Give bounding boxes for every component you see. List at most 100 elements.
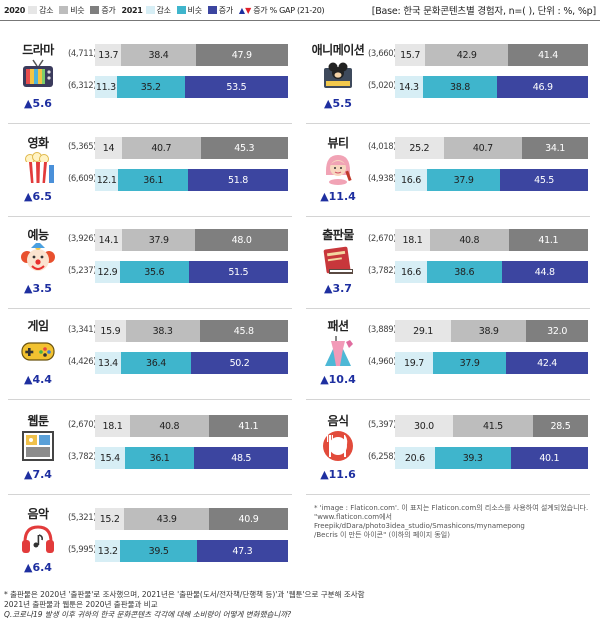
row-divider — [8, 123, 292, 124]
bar-segment-similar-2021: 36.4 — [120, 352, 192, 374]
stacked-bar-2021: 11.3 35.2 53.5 — [95, 76, 288, 98]
gap-value: ▲4.4 — [24, 373, 52, 386]
sample-size-2020: (4,018) — [368, 142, 397, 152]
food-icon — [320, 429, 356, 463]
footnote-line-2: 2021년 출판물과 웹툰은 2020년 출판물과 비교 — [4, 600, 158, 609]
row-divider — [306, 216, 590, 217]
source-note-line-2: "www.flaticon.com에서 Freepik/dDara/photo3… — [314, 513, 525, 530]
sample-size-2021: (4,426) — [68, 357, 97, 367]
bar-segment-increase-2020: 28.5 — [532, 415, 588, 437]
row-divider — [306, 123, 590, 124]
gamepad-icon — [20, 334, 56, 368]
legend-similar-2021: 비슷 — [187, 5, 202, 15]
sample-size-2021: (3,782) — [68, 452, 97, 462]
bar-segment-increase-2021: 50.2 — [191, 352, 288, 374]
bar-segment-similar-2020: 40.7 — [443, 137, 523, 159]
bar-segment-similar-2020: 37.9 — [122, 229, 196, 251]
bar-segment-increase-2021: 42.4 — [506, 352, 588, 374]
animation-character-icon — [320, 58, 356, 92]
stacked-bar-2020: 13.7 38.4 47.9 — [95, 44, 288, 66]
sample-size-2021: (6,258) — [368, 452, 397, 462]
sample-size-2020: (3,889) — [368, 325, 397, 335]
bar-segment-similar-2020: 43.9 — [124, 508, 210, 530]
row-divider — [8, 216, 292, 217]
book-icon — [320, 243, 356, 277]
bar-segment-increase-2020: 40.9 — [209, 508, 288, 530]
webtoon-icon — [20, 429, 56, 463]
sample-size-2021: (5,995) — [68, 545, 97, 555]
stacked-bar-2020: 14.1 37.9 48.0 — [95, 229, 288, 251]
bar-segment-decrease-2021: 16.6 — [395, 169, 428, 191]
bar-segment-decrease-2020: 15.7 — [395, 44, 426, 66]
category-label: 게임 — [27, 319, 49, 333]
legend-swatch-increase-2020 — [90, 6, 100, 14]
row-divider — [306, 308, 590, 309]
stacked-bar-2020: 15.7 42.9 41.4 — [395, 44, 588, 66]
stacked-bar-2020: 18.1 40.8 41.1 — [395, 229, 588, 251]
bar-segment-decrease-2021: 20.6 — [395, 447, 435, 469]
sample-size-2020: (5,365) — [68, 142, 97, 152]
bar-segment-decrease-2021: 16.6 — [395, 261, 428, 283]
stacked-bar-2020: 25.2 40.7 34.1 — [395, 137, 588, 159]
gap-value: ▲7.4 — [24, 468, 52, 481]
stacked-bar-2021: 13.2 39.5 47.3 — [95, 540, 288, 562]
stacked-bar-2020: 14 40.7 45.3 — [95, 137, 288, 159]
bar-segment-similar-2021: 35.6 — [119, 261, 189, 283]
bar-segment-decrease-2021: 14.3 — [395, 76, 423, 98]
legend: 2020 감소 비슷 증가 2021 감소 비슷 증가 ▲ ▼ 증가 % GAP… — [4, 2, 596, 18]
legend-gap: 증가 % GAP (21-20) — [253, 5, 325, 15]
stacked-bar-2021: 20.6 39.3 40.1 — [395, 447, 588, 469]
bar-segment-similar-2021: 39.3 — [434, 447, 511, 469]
bar-segment-increase-2021: 44.8 — [501, 261, 588, 283]
legend-swatch-decrease-2020 — [28, 6, 38, 14]
bar-segment-decrease-2020: 15.9 — [95, 320, 126, 342]
sample-size-2020: (3,926) — [68, 234, 97, 244]
footnote-line-1: * 출판물은 2020년 '출판물'로 조사했으며, 2021년은 '출판물(도… — [4, 590, 365, 599]
legend-decrease-2021: 감소 — [156, 5, 171, 15]
stacked-bar-2020: 30.0 41.5 28.5 — [395, 415, 588, 437]
row-divider — [306, 494, 590, 495]
footnote: * 출판물은 2020년 '출판물'로 조사했으며, 2021년은 '출판물(도… — [4, 590, 594, 620]
category-label: 출판물 — [322, 228, 354, 242]
category-label: 드라마 — [22, 43, 54, 57]
category-label: 뷰티 — [327, 136, 349, 150]
category-label: 음악 — [27, 507, 49, 521]
bar-segment-similar-2021: 36.1 — [124, 447, 195, 469]
source-note-line-3: /Becris 이 만든 아이콘" (이하의 페이지 동일) — [314, 531, 450, 539]
sample-size-2021: (3,782) — [368, 266, 397, 276]
sample-size-2021: (5,020) — [368, 81, 397, 91]
row-divider — [8, 494, 292, 495]
bar-segment-similar-2020: 42.9 — [425, 44, 509, 66]
bar-segment-decrease-2020: 13.7 — [95, 44, 122, 66]
sample-size-2021: (5,237) — [68, 266, 97, 276]
bar-segment-decrease-2020: 18.1 — [95, 415, 130, 437]
bar-segment-increase-2021: 53.5 — [184, 76, 288, 98]
bar-segment-decrease-2020: 14.1 — [95, 229, 123, 251]
legend-down-triangle-icon: ▼ — [245, 5, 252, 15]
bar-segment-increase-2020: 48.0 — [195, 229, 288, 251]
gap-value: ▲5.6 — [24, 97, 52, 110]
sample-size-2020: (2,670) — [68, 420, 97, 430]
legend-year-2020: 2020 — [4, 5, 26, 15]
category-label: 예능 — [27, 228, 49, 242]
gap-value: ▲10.4 — [320, 373, 356, 386]
stacked-bar-2021: 12.9 35.6 51.5 — [95, 261, 288, 283]
bar-segment-increase-2021: 51.5 — [188, 261, 288, 283]
gap-value: ▲3.5 — [24, 282, 52, 295]
bar-segment-increase-2020: 41.1 — [208, 415, 288, 437]
sample-size-2021: (6,609) — [68, 174, 97, 184]
bar-segment-increase-2020: 45.3 — [200, 137, 288, 159]
bar-segment-similar-2021: 37.9 — [433, 352, 507, 374]
clown-icon — [20, 241, 56, 277]
category-label: 영화 — [27, 136, 49, 150]
bar-segment-decrease-2020: 14 — [95, 137, 123, 159]
legend-increase-2021: 증가 — [218, 5, 233, 15]
sample-size-2021: (4,938) — [368, 174, 397, 184]
sample-size-2020: (4,711) — [68, 49, 97, 59]
bar-segment-decrease-2021: 12.9 — [95, 261, 120, 283]
legend-up-triangle-icon: ▲ — [238, 5, 246, 15]
sample-size-2020: (2,670) — [368, 234, 397, 244]
gap-value: ▲3.7 — [324, 282, 352, 295]
gap-value: ▲11.6 — [320, 468, 356, 481]
bar-segment-decrease-2021: 15.4 — [95, 447, 125, 469]
